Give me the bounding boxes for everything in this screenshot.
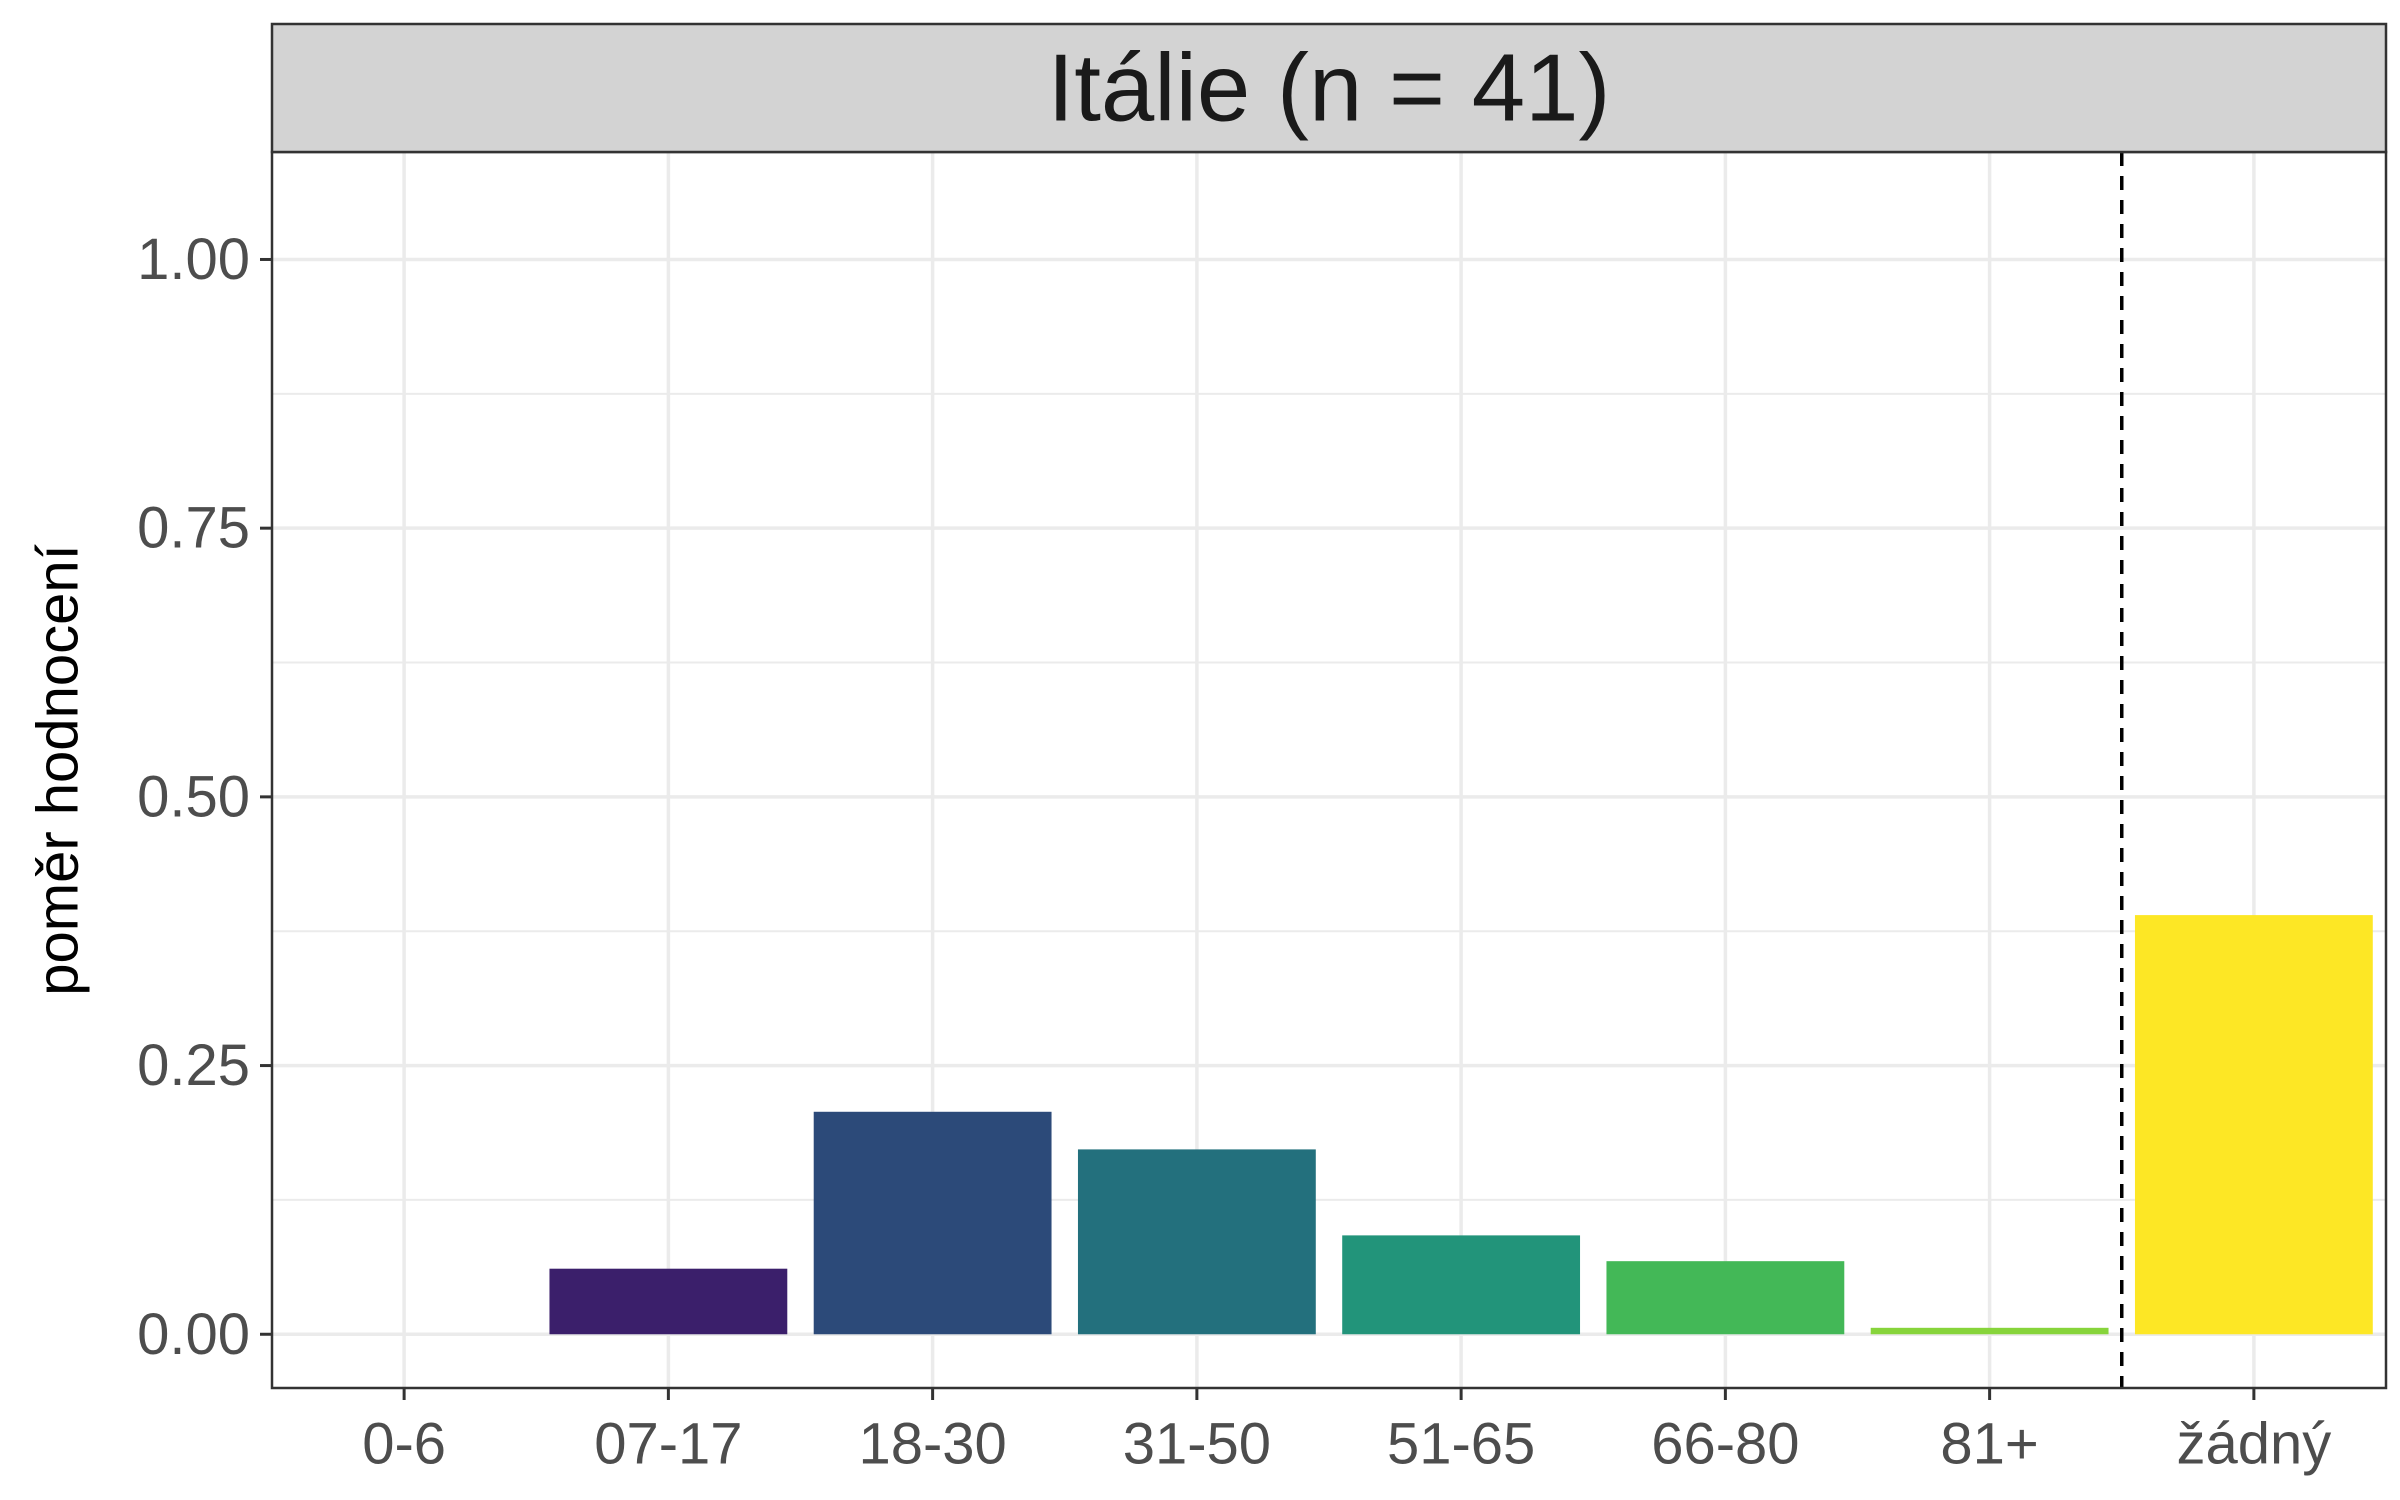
facet-strip: Itálie (n = 41)	[270, 22, 2388, 154]
grid-lines	[272, 152, 2386, 1388]
panel-border	[270, 150, 2388, 1390]
x-tick-label: 66-80	[1651, 1412, 1799, 1477]
bar-51-65	[1342, 1235, 1581, 1335]
y-tick-label: 0.50	[137, 764, 250, 829]
bars	[549, 915, 2373, 1335]
x-tick-label: 51-65	[1387, 1412, 1535, 1477]
bar-07-17	[549, 1268, 788, 1335]
bar-81+	[1870, 1327, 2109, 1335]
facet-strip-background	[270, 22, 2388, 154]
x-tick-label: 0-6	[362, 1412, 446, 1477]
y-tick-label: 0.25	[137, 1033, 250, 1098]
y-tick-label: 0.00	[137, 1302, 250, 1367]
facet-title: Itálie (n = 41)	[1048, 35, 1611, 142]
bar-31-50	[1077, 1149, 1316, 1335]
y-tick-label: 0.75	[137, 496, 250, 561]
x-tick-label: 07-17	[594, 1412, 742, 1477]
x-tick-label: 81+	[1940, 1412, 2038, 1477]
y-tick-label: 1.00	[137, 227, 250, 292]
x-axis: 0-6 07-17 18-30 31-50 51-65 66-80 81+ žádný	[362, 1388, 2331, 1477]
y-axis-title: poměr hodnocení	[26, 544, 91, 995]
bar-18-30	[813, 1111, 1052, 1335]
y-axis: 0.00 0.25 0.50 0.75 1.00	[137, 227, 272, 1367]
bar-žádný	[2134, 915, 2373, 1335]
bar-66-80	[1606, 1261, 1845, 1335]
x-tick-label: 31-50	[1123, 1412, 1271, 1477]
x-tick-label: 18-30	[858, 1412, 1006, 1477]
x-tick-label: žádný	[2176, 1412, 2331, 1477]
